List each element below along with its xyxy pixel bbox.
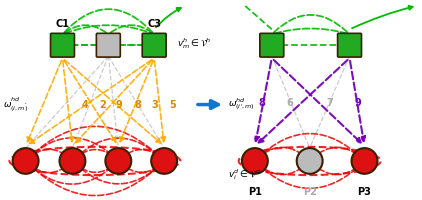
Circle shape (13, 148, 38, 174)
Text: $v_i^d \in \mathcal{V}^d$: $v_i^d \in \mathcal{V}^d$ (228, 167, 261, 182)
Text: 3: 3 (152, 100, 159, 110)
FancyArrowPatch shape (154, 61, 165, 142)
FancyArrowPatch shape (254, 61, 271, 141)
FancyArrowPatch shape (359, 149, 370, 158)
FancyArrowPatch shape (65, 25, 106, 33)
FancyArrowPatch shape (120, 163, 162, 172)
Text: 7: 7 (326, 98, 333, 108)
FancyArrowPatch shape (65, 60, 161, 143)
FancyArrowPatch shape (30, 60, 152, 143)
FancyBboxPatch shape (96, 33, 120, 57)
FancyArrowPatch shape (113, 149, 124, 158)
FancyArrowPatch shape (65, 25, 151, 33)
FancyArrowPatch shape (274, 60, 361, 143)
Text: 9: 9 (354, 98, 361, 108)
FancyArrowPatch shape (350, 61, 365, 141)
FancyArrowPatch shape (27, 163, 162, 196)
FancyArrowPatch shape (74, 138, 162, 159)
FancyArrowPatch shape (312, 163, 362, 175)
FancyArrowPatch shape (63, 61, 74, 142)
FancyArrowPatch shape (27, 126, 162, 159)
FancyArrowPatch shape (257, 163, 308, 175)
FancyArrowPatch shape (74, 163, 162, 184)
FancyArrowPatch shape (20, 149, 31, 158)
Text: 2: 2 (99, 100, 106, 110)
FancyArrowPatch shape (27, 61, 62, 142)
FancyArrowPatch shape (27, 149, 70, 159)
Text: 5: 5 (169, 100, 176, 110)
FancyArrowPatch shape (257, 163, 362, 188)
FancyArrowPatch shape (65, 9, 152, 32)
Text: 4: 4 (82, 100, 89, 110)
FancyArrowPatch shape (27, 163, 70, 173)
Text: $\omega_{(i,m\')}^{hd}$: $\omega_{(i,m\')}^{hd}$ (3, 95, 28, 114)
FancyArrowPatch shape (120, 149, 162, 159)
Text: C3: C3 (147, 19, 161, 29)
Circle shape (242, 148, 268, 174)
FancyArrowPatch shape (274, 28, 347, 34)
FancyArrowPatch shape (120, 61, 153, 142)
Text: 6: 6 (287, 98, 293, 108)
Circle shape (60, 148, 85, 174)
FancyArrowPatch shape (27, 163, 116, 184)
Text: P1: P1 (248, 187, 262, 197)
Circle shape (352, 148, 377, 174)
FancyArrowPatch shape (159, 149, 170, 158)
FancyArrowPatch shape (259, 60, 347, 143)
FancyArrowPatch shape (67, 149, 78, 158)
FancyArrowPatch shape (27, 138, 116, 159)
FancyArrowPatch shape (249, 149, 260, 158)
FancyArrowPatch shape (274, 15, 348, 32)
Circle shape (297, 148, 323, 174)
Text: 9: 9 (116, 100, 123, 110)
FancyArrowPatch shape (257, 147, 308, 159)
FancyBboxPatch shape (260, 33, 284, 57)
Text: $\omega_{(i',m)}^{hd}$: $\omega_{(i',m)}^{hd}$ (228, 96, 255, 113)
Circle shape (106, 148, 131, 174)
Text: P3: P3 (357, 187, 371, 197)
FancyArrowPatch shape (111, 25, 152, 33)
Text: P2: P2 (303, 187, 316, 197)
FancyBboxPatch shape (142, 33, 166, 57)
Circle shape (151, 148, 177, 174)
FancyBboxPatch shape (51, 33, 74, 57)
Text: 8: 8 (258, 98, 265, 108)
FancyArrowPatch shape (312, 147, 362, 159)
FancyArrowPatch shape (304, 149, 315, 158)
FancyBboxPatch shape (338, 33, 362, 57)
Text: $v_m^h \in \mathcal{V}^h$: $v_m^h \in \mathcal{V}^h$ (177, 36, 211, 51)
FancyArrowPatch shape (74, 163, 116, 172)
FancyArrowPatch shape (257, 134, 362, 159)
FancyArrowPatch shape (74, 149, 116, 159)
FancyArrowPatch shape (64, 60, 116, 142)
Text: C1: C1 (55, 19, 70, 29)
Text: 8: 8 (135, 100, 142, 110)
FancyArrowPatch shape (76, 60, 152, 143)
